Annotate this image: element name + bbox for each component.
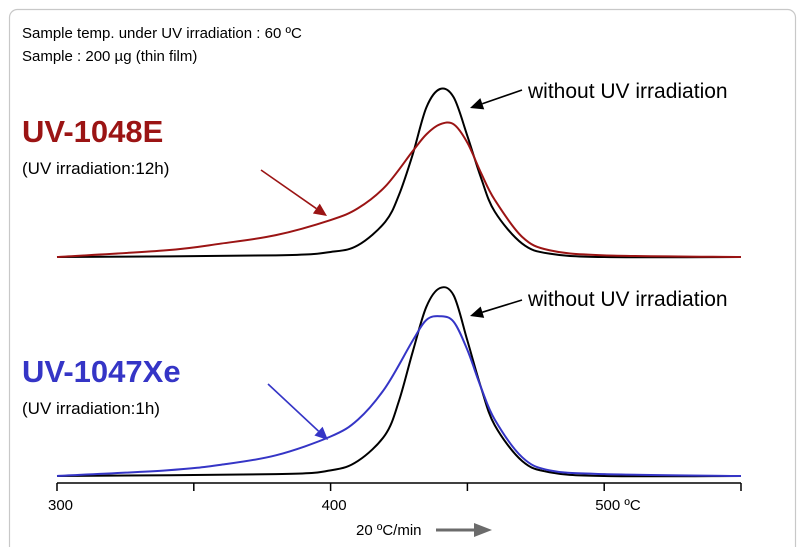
x-tick-label: 500 ºC <box>595 497 641 514</box>
condition-label-uv1048e: (UV irradiation:12h) <box>22 159 169 178</box>
series-line-panel1-reference <box>56 87 742 259</box>
x-tick-label: 400 <box>322 497 347 514</box>
sample-label-uv1048e: UV-1048E <box>22 114 163 149</box>
pointer-arrow-reference-top <box>470 89 523 110</box>
series-line-panel2-sample <box>56 315 742 477</box>
series-line-panel2-reference <box>56 286 742 478</box>
heating-rate-label: 20 ºC/min <box>356 522 422 539</box>
condition-label-uv1047xe: (UV irradiation:1h) <box>22 399 160 418</box>
reference-label-top: without UV irradiation <box>527 80 728 103</box>
series-line-panel1-sample <box>56 121 742 258</box>
sample-label-uv1047xe: UV-1047Xe <box>22 354 181 389</box>
pointer-arrow-reference-bottom <box>470 299 523 318</box>
chart-frame <box>8 8 797 547</box>
pointer-arrow-uv1048e <box>260 169 327 216</box>
x-tick-label: 300 <box>48 497 73 514</box>
note-sample-temp: Sample temp. under UV irradiation : 60 º… <box>22 25 302 42</box>
heating-rate-arrow-head <box>474 523 492 537</box>
pointer-arrow-uv1047xe <box>267 383 328 440</box>
reference-label-bottom: without UV irradiation <box>527 288 728 311</box>
note-sample-amount: Sample : 200 µg (thin film) <box>22 48 197 65</box>
